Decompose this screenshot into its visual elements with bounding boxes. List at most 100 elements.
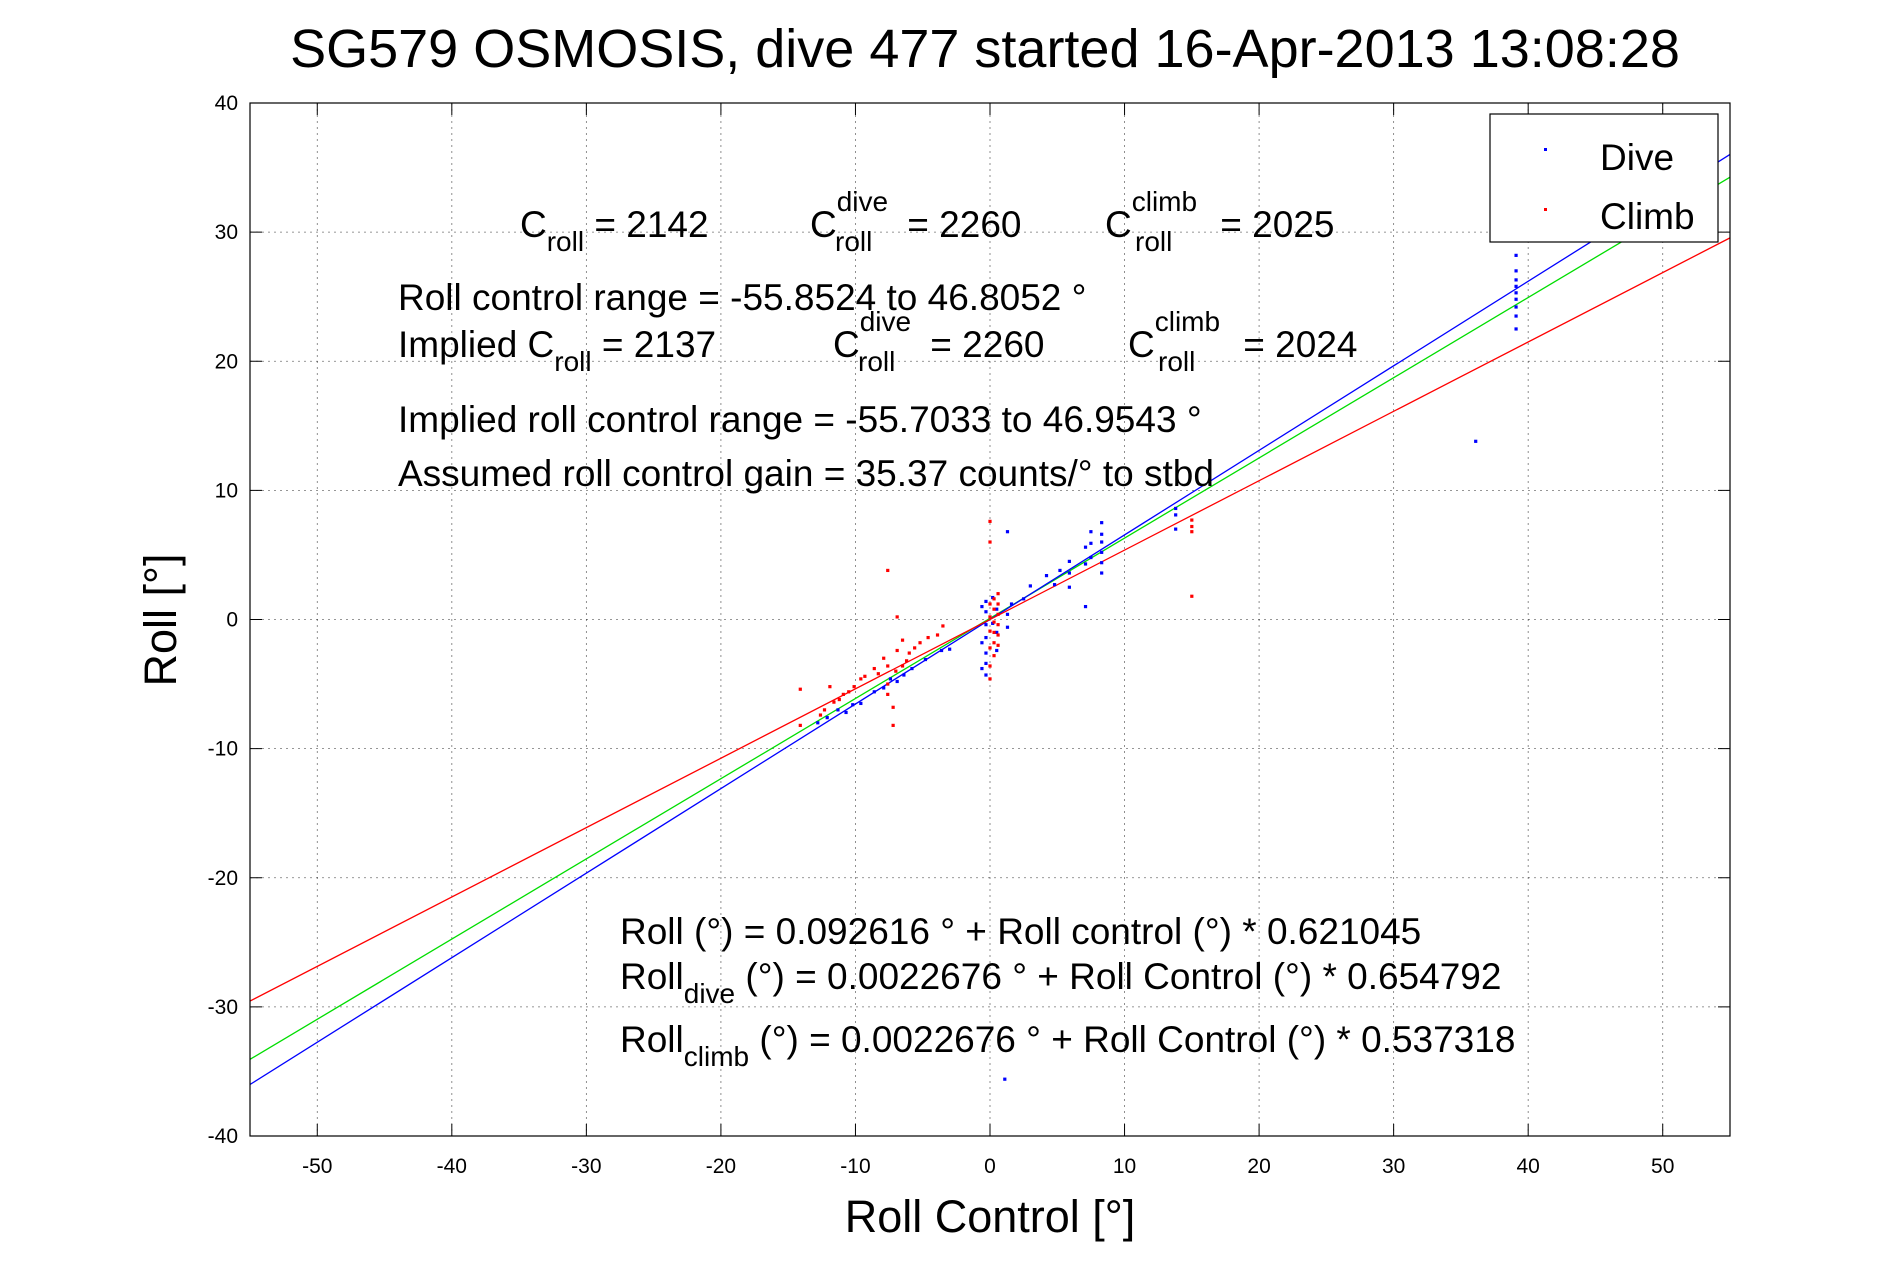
annotation-gain: Assumed roll control gain = 35.37 counts… [398,453,1214,494]
dive-point [1067,585,1071,589]
climb-point [1190,594,1194,598]
climb-point [907,651,911,655]
chart-title: SG579 OSMOSIS, dive 477 started 16-Apr-2… [290,19,1680,79]
dive-point [1005,530,1010,534]
climb-point [852,685,856,689]
climb-point [988,540,992,544]
annotation-implied-range: Implied roll control range = -55.7033 to… [398,399,1202,440]
dive-point [984,623,988,627]
y-tick-label: -40 [208,1125,238,1148]
climb-point [996,633,1000,637]
dive-point [984,673,988,677]
y-tick-label: 40 [215,92,238,115]
dive-point [980,641,984,645]
climb-point [926,635,930,640]
dive-point [1083,545,1088,549]
dive-point [816,721,820,725]
climb-point [1190,524,1194,529]
climb-point [828,685,832,689]
dive-point [1003,1077,1007,1081]
dive-point [836,708,840,712]
x-tick-label: 10 [1113,1155,1136,1178]
x-tick-label: -50 [302,1155,332,1178]
dive-point [1083,604,1088,609]
y-tick-label: -30 [208,996,238,1019]
legend-dive-label: Dive [1600,137,1674,178]
dive-point [923,657,928,662]
dive-point [984,610,988,614]
climb-point [996,623,1000,627]
x-tick-label: 0 [984,1155,996,1178]
climb-point [996,602,1000,606]
dive-point [1514,297,1518,301]
dive-point [902,673,906,677]
dive-point [995,630,999,635]
annotations: Croll = 2142 Cdive roll = 2260 Cclimb roll… [398,186,1515,1072]
dive-point [1514,284,1518,288]
axis-ticks: -50 -40 -30 -20 -10 0 10 20 30 40 50 -40 -30 -20 -10 0 1… [208,92,1730,1178]
x-tick-label: 40 [1517,1155,1540,1178]
climb-point [886,692,890,696]
annotation-implied-croll: Implied Croll = 2137 [398,324,716,377]
dive-point [844,710,848,715]
legend-climb-marker [1544,208,1547,211]
dive-point [948,647,952,651]
climb-point [798,687,802,691]
y-tick-label: -20 [208,867,238,890]
climb-point [988,664,992,668]
legend-climb-label: Climb [1600,196,1695,237]
x-tick-label: -10 [840,1155,870,1178]
y-axis-label: Roll [°] [135,553,186,686]
dive-point [1100,561,1104,565]
climb-point [882,656,886,660]
climb-point [891,705,895,709]
x-tick-label: 20 [1247,1155,1270,1178]
climb-point [895,615,899,619]
dive-point [1174,506,1178,511]
climb-point [872,666,876,671]
dive-point [1100,521,1104,525]
climb-point [894,669,898,673]
dive-point [1514,278,1518,282]
dive-point [1089,530,1093,534]
climb-point [941,624,945,628]
dive-point [1028,584,1032,588]
climb-point [992,620,996,624]
dive-point [1514,253,1518,257]
dive-point [1514,327,1518,331]
climb-point [895,648,899,653]
climb-point [886,664,890,668]
climb-point [886,568,890,573]
x-tick-label: -20 [706,1155,736,1178]
climb-point [832,700,836,704]
climb-point [992,630,996,635]
dive-point [1052,583,1057,587]
climb-point [863,674,867,678]
climb-point [1190,518,1194,522]
legend-box [1489,113,1719,243]
dive-point [910,666,914,671]
climb-point [891,723,895,727]
climb-point [822,708,827,712]
x-axis-label: Roll Control [°] [845,1191,1136,1242]
dive-point [995,607,999,611]
climb-point [935,633,940,637]
dive-point [1009,602,1014,606]
dive-point [1100,571,1104,575]
dive-point [1100,540,1104,544]
legend: Dive Climb [1489,113,1719,243]
annotation-eq-dive: Rolldive (°) = 0.0022676 ° + Roll Contro… [620,956,1501,1009]
dive-point [1514,291,1518,295]
climb-point [988,646,992,650]
annotation-implied-croll-dive: Cdive roll = 2260 [833,306,1044,377]
climb-point [876,672,880,676]
y-tick-label: 30 [215,221,238,244]
dive-point [1005,625,1010,629]
dive-point [882,686,886,690]
dive-point [888,677,893,681]
annotation-croll: Croll = 2142 [520,204,709,257]
climb-point [859,677,863,681]
dive-point [895,679,899,684]
dive-point [1044,573,1049,578]
climb-point [847,690,851,694]
